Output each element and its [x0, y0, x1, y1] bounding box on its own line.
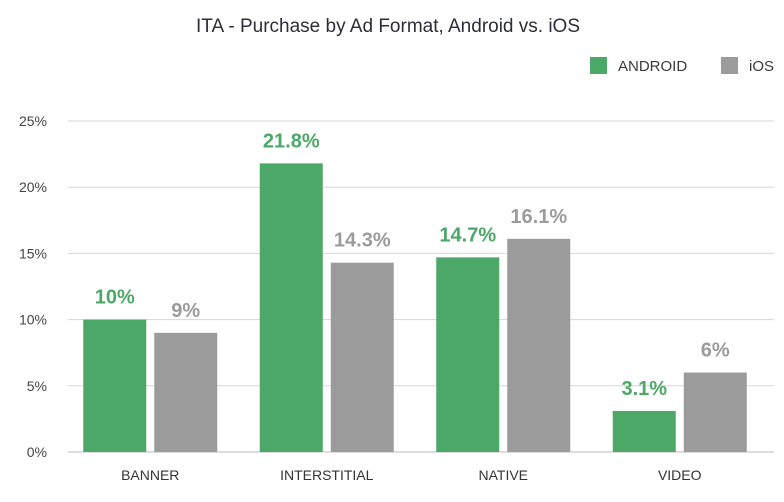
bar-ios-native: [507, 238, 571, 452]
x-axis: BANNER INTERSTITIAL NATIVE VIDEO: [121, 467, 702, 483]
value-label: 16.1%: [510, 206, 567, 228]
value-label: 6%: [701, 340, 730, 362]
y-tick-label: 15%: [19, 245, 47, 261]
x-tick-label: NATIVE: [478, 467, 528, 483]
value-label: 10%: [95, 287, 135, 309]
value-label: 3.1%: [621, 378, 667, 400]
bars: [83, 163, 747, 453]
bar-ios-banner: [154, 332, 218, 452]
x-tick-label: INTERSTITIAL: [280, 467, 374, 483]
y-tick-label: 25%: [19, 113, 47, 129]
bar-android-banner: [83, 319, 147, 452]
legend-swatch-ios: [721, 57, 738, 74]
legend-label-android: ANDROID: [618, 58, 687, 75]
y-tick-label: 20%: [19, 179, 47, 195]
y-tick-label: 10%: [19, 312, 47, 328]
legend-label-ios: iOS: [749, 58, 774, 75]
chart-title: ITA - Purchase by Ad Format, Android vs.…: [196, 16, 580, 37]
x-tick-label: VIDEO: [658, 467, 702, 483]
y-axis: 0% 5% 10% 15% 20% 25%: [19, 113, 47, 460]
value-labels: 10% 9% 21.8% 14.3% 14.7% 16.1% 3.1% 6%: [95, 130, 730, 400]
bar-ios-video: [683, 372, 747, 452]
value-label: 9%: [171, 300, 200, 322]
bar-android-interstitial: [259, 163, 323, 453]
y-tick-label: 5%: [27, 378, 47, 394]
value-label: 14.3%: [334, 230, 391, 252]
value-label: 21.8%: [263, 130, 320, 152]
y-tick-label: 0%: [27, 444, 47, 460]
bar-ios-interstitial: [330, 262, 394, 452]
bar-android-video: [612, 410, 676, 452]
value-label: 14.7%: [439, 224, 496, 246]
legend-swatch-android: [590, 57, 607, 74]
bar-android-native: [436, 257, 500, 452]
legend: ANDROID iOS: [590, 57, 774, 75]
x-tick-label: BANNER: [121, 467, 179, 483]
